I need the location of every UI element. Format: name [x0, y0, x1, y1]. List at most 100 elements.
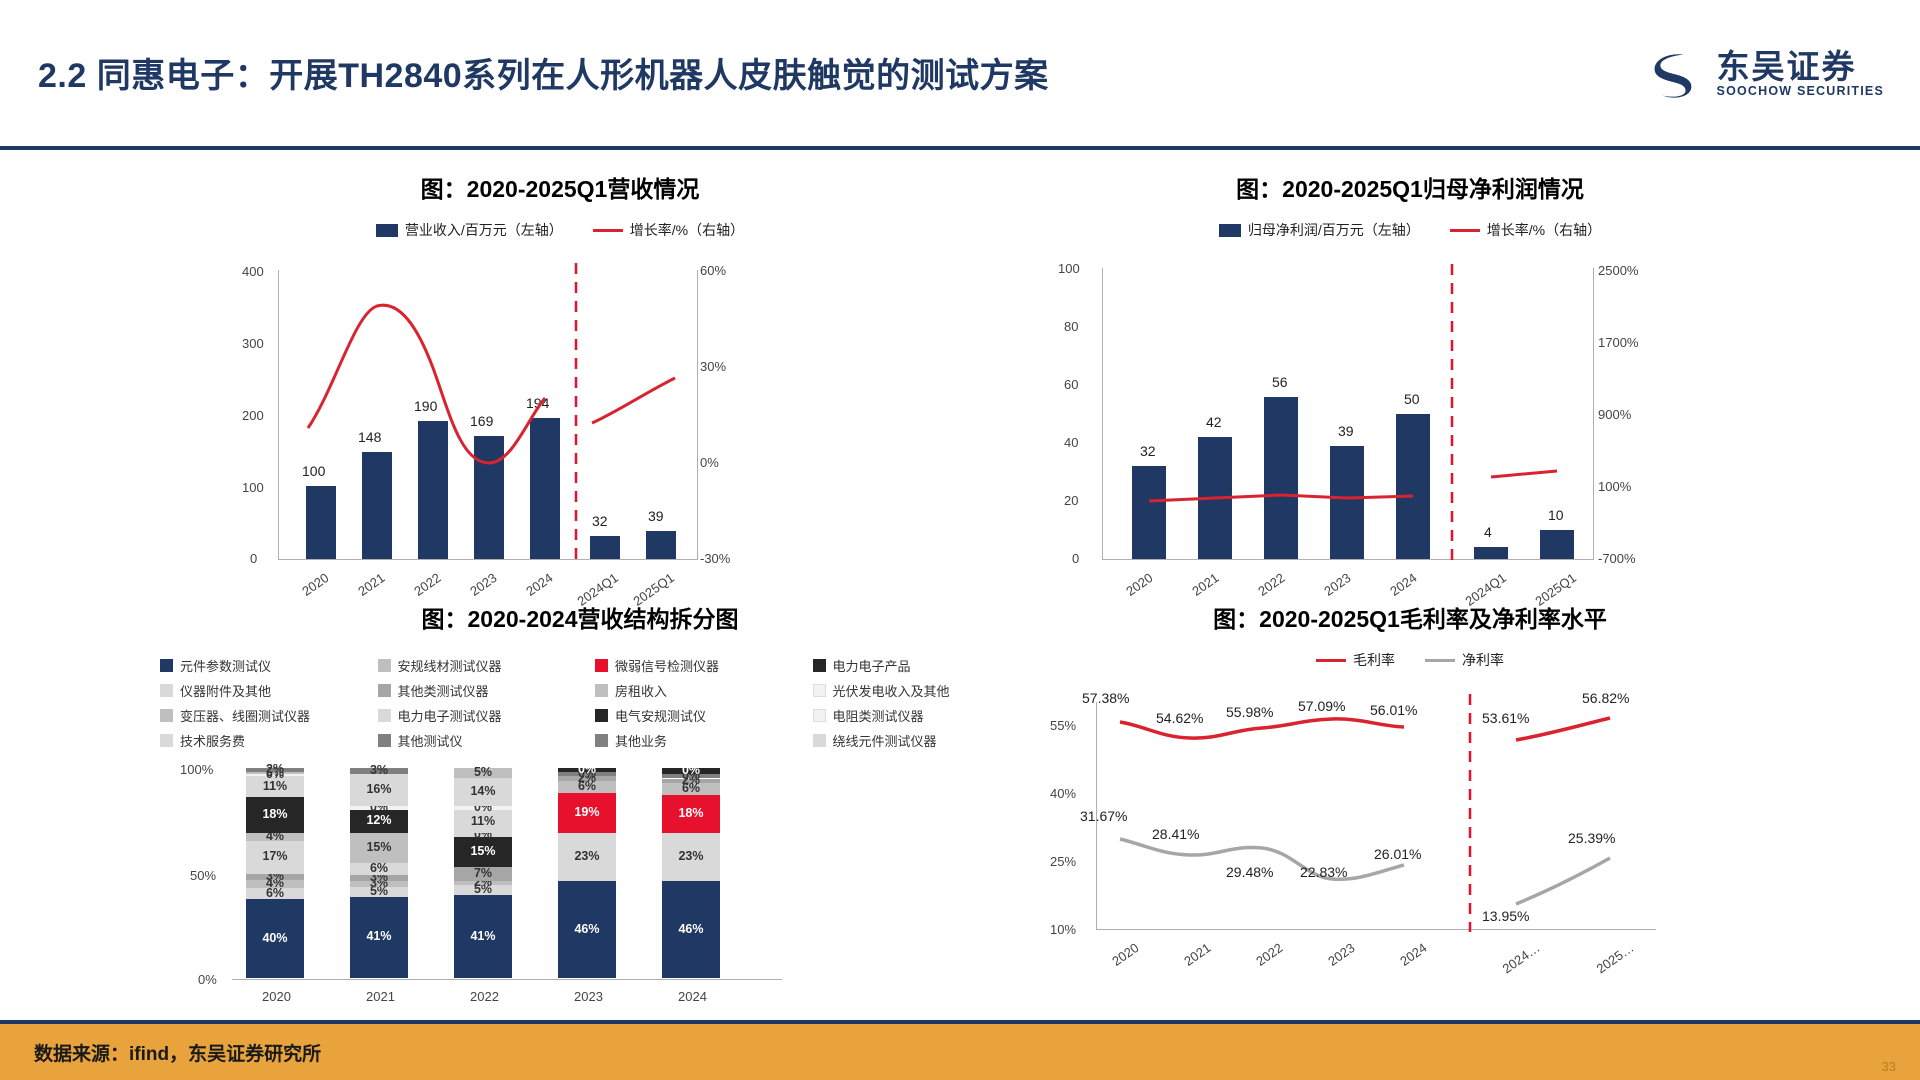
stack-segment	[246, 797, 304, 833]
y-tick-right: 2500%	[1598, 263, 1639, 278]
stack-segment	[246, 879, 304, 888]
legend-swatch-icon	[595, 659, 608, 672]
stack-segment-label: 15%	[366, 840, 392, 855]
stack-segment-label: 18%	[262, 807, 288, 822]
point-label-gross: 55.98%	[1226, 704, 1274, 720]
point-label-net: 13.95%	[1482, 908, 1530, 924]
legend-swatch-icon	[812, 734, 826, 747]
legend-swatch-icon	[595, 684, 608, 697]
x-axis	[1096, 929, 1656, 930]
legend-swatch-icon	[1316, 658, 1346, 662]
stack-segment	[558, 772, 616, 777]
chart-revenue-title: 图：2020-2025Q1营收情况	[420, 176, 700, 202]
bar-value: 32	[592, 513, 608, 529]
legend-swatch-icon	[377, 659, 391, 672]
y-tick-left: 200	[242, 408, 264, 423]
x-tick: 2021	[366, 989, 395, 1004]
point-label-gross: 54.62%	[1156, 710, 1204, 726]
legend-item-0: 元件参数测试仪	[160, 656, 368, 675]
stack-segment	[558, 768, 616, 773]
legend-label: 营业收入/百万元（左轴）	[404, 222, 563, 238]
stack-segment-label: 11%	[470, 813, 496, 828]
stack-segment	[246, 832, 304, 841]
bar-2025Q1	[1540, 530, 1574, 559]
y-axis-left	[278, 270, 279, 560]
legend-item-9: 电力电子测试仪器	[377, 706, 586, 725]
stack-segment-label: 46%	[678, 921, 704, 936]
stack-segment	[558, 776, 616, 781]
stack-segment	[246, 840, 304, 874]
stack-segment-label: 0%	[681, 763, 701, 778]
x-tick: 2021	[355, 570, 388, 599]
point-label-gross: 56.82%	[1582, 690, 1630, 706]
legend-item-10: 电气安规测试仪	[595, 706, 803, 725]
y-tick-right: 1700%	[1598, 335, 1639, 350]
stack-segment-label: 5%	[473, 765, 493, 780]
x-tick: 2024	[678, 989, 707, 1004]
point-label-net: 25.39%	[1568, 830, 1616, 846]
y-tick-left: 400	[242, 264, 264, 279]
stack-segment	[558, 881, 616, 978]
bar-2023	[474, 436, 504, 559]
bar-value: 169	[470, 413, 494, 429]
stack-segment	[662, 782, 720, 796]
stack-segment	[454, 895, 512, 978]
stack-segment	[246, 873, 304, 880]
legend-label: 安规线材测试仪器	[397, 659, 502, 674]
stack-segment	[662, 774, 720, 779]
legend-label: 电力电子测试仪器	[397, 709, 502, 724]
legend-swatch-icon	[377, 734, 391, 747]
y-tick-left: 40	[1064, 435, 1079, 450]
y-axis-right	[697, 270, 698, 560]
stack-segment-label: 15%	[470, 843, 496, 858]
legend-swatch-icon	[592, 228, 623, 232]
stack-segment	[558, 793, 616, 834]
chart-netprofit: 图：2020-2025Q1归母净利润情况 归母净利润/百万元（左轴） 增长率/%…	[1058, 170, 1760, 609]
logo-mark-icon	[1654, 54, 1691, 98]
x-tick: 2024	[1387, 570, 1420, 599]
legend-item-gross-margin: 毛利率	[1316, 650, 1395, 670]
stack-segment	[454, 810, 512, 833]
stack-segment	[454, 885, 512, 896]
stack-segment-label: 5%	[369, 883, 389, 898]
legend-label: 毛利率	[1353, 652, 1395, 668]
y-tick-left: 20	[1064, 493, 1079, 508]
y-tick-right: 100%	[1598, 479, 1632, 494]
legend-label: 技术服务费	[180, 734, 246, 749]
stack-segment	[246, 899, 304, 978]
legend-label: 其他类测试仪器	[397, 684, 489, 699]
legend-swatch-icon	[377, 684, 391, 697]
stack-segment	[662, 795, 720, 834]
legend-label: 电阻类测试仪器	[832, 709, 924, 724]
stack-segment-label: 6%	[265, 885, 285, 900]
y-tick-left: 300	[242, 336, 264, 351]
y-tick: 50%	[190, 868, 217, 883]
bar-2025Q1	[646, 531, 676, 559]
bar-2023	[1330, 446, 1364, 559]
stack-segment-label: 7%	[473, 866, 493, 880]
stack-segment-label: 0%	[577, 762, 597, 777]
y-tick: 40%	[1050, 786, 1077, 801]
legend-swatch-icon	[595, 709, 608, 722]
chart-revenue-overlay	[306, 263, 676, 563]
legend-item-5: 其他类测试仪器	[377, 681, 586, 700]
stack-segment	[350, 874, 408, 881]
legend-label: 归母净利润/百万元（左轴）	[1247, 222, 1420, 238]
stack-segment	[454, 881, 512, 886]
legend-label: 绕线元件测试仪器	[832, 734, 937, 749]
bar-2022	[418, 421, 448, 559]
legend-item-2: 微弱信号检测仪器	[595, 656, 803, 675]
chart-structure-plot: 100% 50% 0% 2020 2021 2022 2023 2024 40%…	[180, 761, 1020, 1004]
chart-netprofit-plot: 0 20 40 60 80 100 -700% 100% 900% 1700% …	[1058, 258, 1760, 609]
legend-item-netprofit-growth: 增长率/%（右轴）	[1449, 220, 1601, 240]
legend-item-14: 其他业务	[595, 731, 803, 750]
stack-segment-label: 2%	[265, 761, 285, 776]
point-label-net: 28.41%	[1152, 826, 1200, 842]
legend-swatch-icon	[1425, 658, 1455, 662]
legend-label: 净利率	[1462, 652, 1504, 668]
chart-margins-title: 图：2020-2025Q1毛利率及净利率水平	[1213, 606, 1607, 632]
stack-segment-label: 23%	[574, 849, 600, 864]
legend-label: 电力电子产品	[832, 659, 911, 674]
x-axis	[1102, 559, 1594, 560]
company-logo: 东吴证券 SOOCHOW SECURITIES	[1641, 40, 1884, 108]
